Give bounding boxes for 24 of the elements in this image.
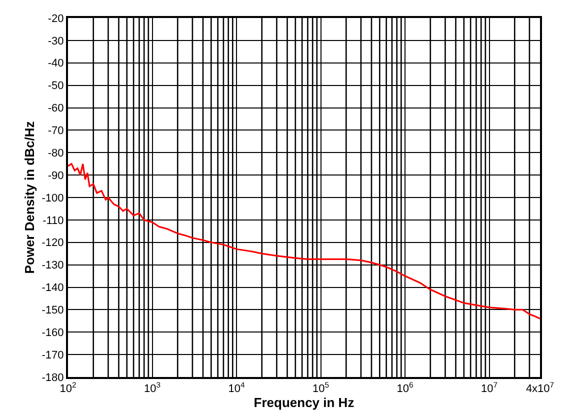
y-tick-label: -50 bbox=[48, 80, 64, 92]
y-tick-label: -80 bbox=[48, 147, 64, 160]
y-tick-label: -60 bbox=[48, 102, 64, 115]
y-tick-label: -90 bbox=[48, 170, 64, 182]
x-tick-label: 10$^{4}$ bbox=[228, 380, 246, 396]
y-tick-label: -160 bbox=[42, 326, 64, 339]
y-tick-label: -70 bbox=[48, 125, 64, 138]
x-tick-label: 10$^{5}$ bbox=[312, 380, 330, 396]
y-tick-label: -110 bbox=[42, 214, 64, 227]
x-tick-label: 10$^{7}$ bbox=[481, 380, 498, 396]
y-tick-label: -140 bbox=[42, 282, 64, 294]
x-tick-label: 10$^{3}$ bbox=[144, 380, 161, 396]
y-tick-label: -150 bbox=[42, 304, 64, 317]
y-tick-label: -30 bbox=[48, 35, 64, 48]
x-tick-label: 4x10$^{7}$ bbox=[526, 380, 554, 396]
y-tick-label: -40 bbox=[48, 58, 64, 70]
y-axis-title: Power Density in dBc/Hz bbox=[22, 120, 38, 274]
y-tick-label: -170 bbox=[42, 349, 64, 362]
x-axis-title: Frequency in Hz bbox=[254, 395, 355, 410]
y-tick-label: -130 bbox=[42, 260, 64, 272]
y-tick-label: -20 bbox=[48, 12, 64, 25]
y-tick-label: -100 bbox=[42, 192, 64, 204]
x-tick-label: 10$^{6}$ bbox=[396, 380, 414, 396]
y-tick-label: -120 bbox=[42, 237, 64, 250]
